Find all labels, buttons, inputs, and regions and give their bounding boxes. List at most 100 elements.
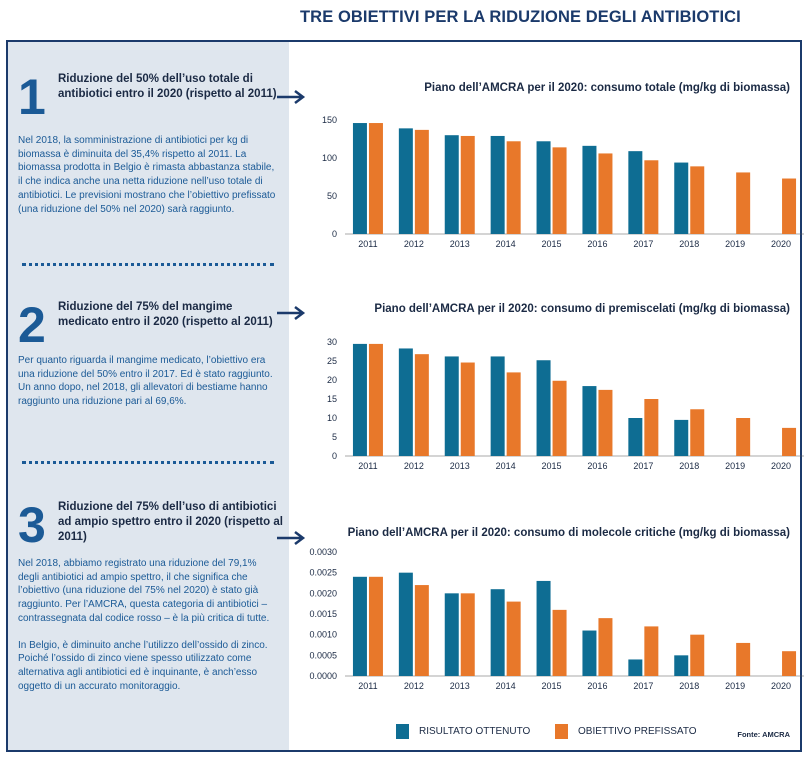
y-tick-label: 25 [327,356,337,366]
y-tick-label: 5 [332,432,337,442]
section-body: Nel 2018, abbiamo registrato una riduzio… [18,557,280,706]
bar-target [690,409,705,456]
x-tick-label: 2017 [633,461,653,471]
bar-obtained [352,576,367,676]
bar-obtained [582,386,597,456]
bar-target [736,172,751,234]
x-tick-label: 2011 [358,681,377,691]
dotted-divider [22,263,274,266]
arrow-right-icon [277,531,306,545]
x-tick-label: 2017 [633,681,653,691]
x-tick-label: 2018 [679,681,699,691]
bar-target [598,153,613,234]
x-tick-label: 2019 [725,461,745,471]
x-tick-label: 2015 [542,239,562,249]
legend-swatch [555,724,568,739]
bar-target [690,634,705,676]
bar-target [782,651,797,676]
bar-obtained [674,162,689,234]
bar-target [598,618,613,676]
bar-target [598,389,613,456]
bar-obtained [674,419,689,456]
legend-item-target: OBIETTIVO PREFISSATO [555,724,697,739]
legend-item-obtained: RISULTATO OTTENUTO [396,724,530,739]
bar-obtained [398,348,413,456]
bar-obtained [628,418,643,456]
x-tick-label: 2011 [358,461,377,471]
y-tick-label: 0 [332,229,337,239]
bar-target [690,166,705,234]
bar-obtained [582,630,597,676]
x-tick-label: 2013 [450,681,470,691]
x-tick-label: 2014 [496,681,516,691]
y-tick-label: 10 [327,413,337,423]
bar-obtained [582,145,597,234]
x-tick-label: 2012 [404,461,424,471]
x-tick-label: 2016 [587,681,607,691]
bar-obtained [444,356,459,456]
legend-label: RISULTATO OTTENUTO [419,726,531,737]
bar-obtained [398,128,413,234]
bar-target [506,601,521,676]
bar-target [782,178,797,234]
bar-target [414,585,429,676]
bar-target [368,343,383,456]
infographic-frame [6,40,802,752]
bar-target [506,372,521,456]
bar-target [552,147,567,234]
y-tick-label: 0.0025 [309,568,337,578]
y-tick-label: 0.0020 [309,588,337,598]
bar-target [644,399,659,456]
x-tick-label: 2019 [725,681,745,691]
bar-target [506,141,521,234]
bar-target [368,123,383,234]
x-tick-label: 2018 [679,461,699,471]
bar-target [368,576,383,676]
chart-title: Piano dell’AMCRA per il 2020: consumo di… [347,527,790,539]
bar-target [414,354,429,456]
bar-chart-premiscelati: 0 5 10 15 20 25 30 2011 2012 2013 2014 2015 2016 2017… [327,337,804,471]
bar-target [782,427,797,456]
bar-target [460,362,475,456]
bar-obtained [536,360,551,456]
bar-obtained [674,655,689,676]
x-tick-label: 2016 [587,461,607,471]
bar-obtained [490,135,505,234]
section-paragraph: In Belgio, è diminuito anche l’utilizzo … [18,639,268,692]
y-tick-label: 0.0005 [309,650,337,660]
y-tick-label: 0.0000 [309,671,337,681]
x-tick-label: 2015 [542,461,562,471]
bar-target [736,418,751,456]
y-tick-label: 30 [327,337,337,347]
legend-label: OBIETTIVO PREFISSATO [578,726,697,737]
bar-target [552,380,567,456]
bar-target [460,593,475,676]
bar-obtained [536,580,551,676]
x-tick-label: 2012 [404,239,424,249]
chart-title: Piano dell’AMCRA per il 2020: consumo to… [424,82,790,94]
y-tick-label: 0.0030 [309,547,337,557]
x-tick-label: 2016 [587,239,607,249]
bar-target [644,160,659,234]
section-paragraph: Nel 2018, la somministrazione di antibio… [18,135,276,215]
page-title: TRE OBIETTIVI PER LA RIDUZIONE DEGLI ANT… [300,8,741,26]
section-paragraph: Nel 2018, abbiamo registrato una riduzio… [18,558,270,624]
legend-swatch [396,724,409,739]
section-paragraph: Per quanto riguarda il mangime medicato,… [18,355,273,408]
x-tick-label: 2020 [771,239,791,249]
x-tick-label: 2013 [450,461,470,471]
y-tick-label: 15 [327,394,337,404]
bar-obtained [444,135,459,234]
bar-target [736,642,751,676]
bar-target [414,129,429,234]
x-tick-label: 2017 [633,239,653,249]
x-tick-label: 2020 [771,461,791,471]
y-tick-label: 150 [322,115,337,125]
bar-target [552,609,567,676]
x-tick-label: 2018 [679,239,699,249]
x-tick-label: 2014 [496,461,516,471]
x-tick-label: 2012 [404,681,424,691]
source-note: Fonte: AMCRA [737,730,790,739]
bar-obtained [352,343,367,456]
x-tick-label: 2019 [725,239,745,249]
